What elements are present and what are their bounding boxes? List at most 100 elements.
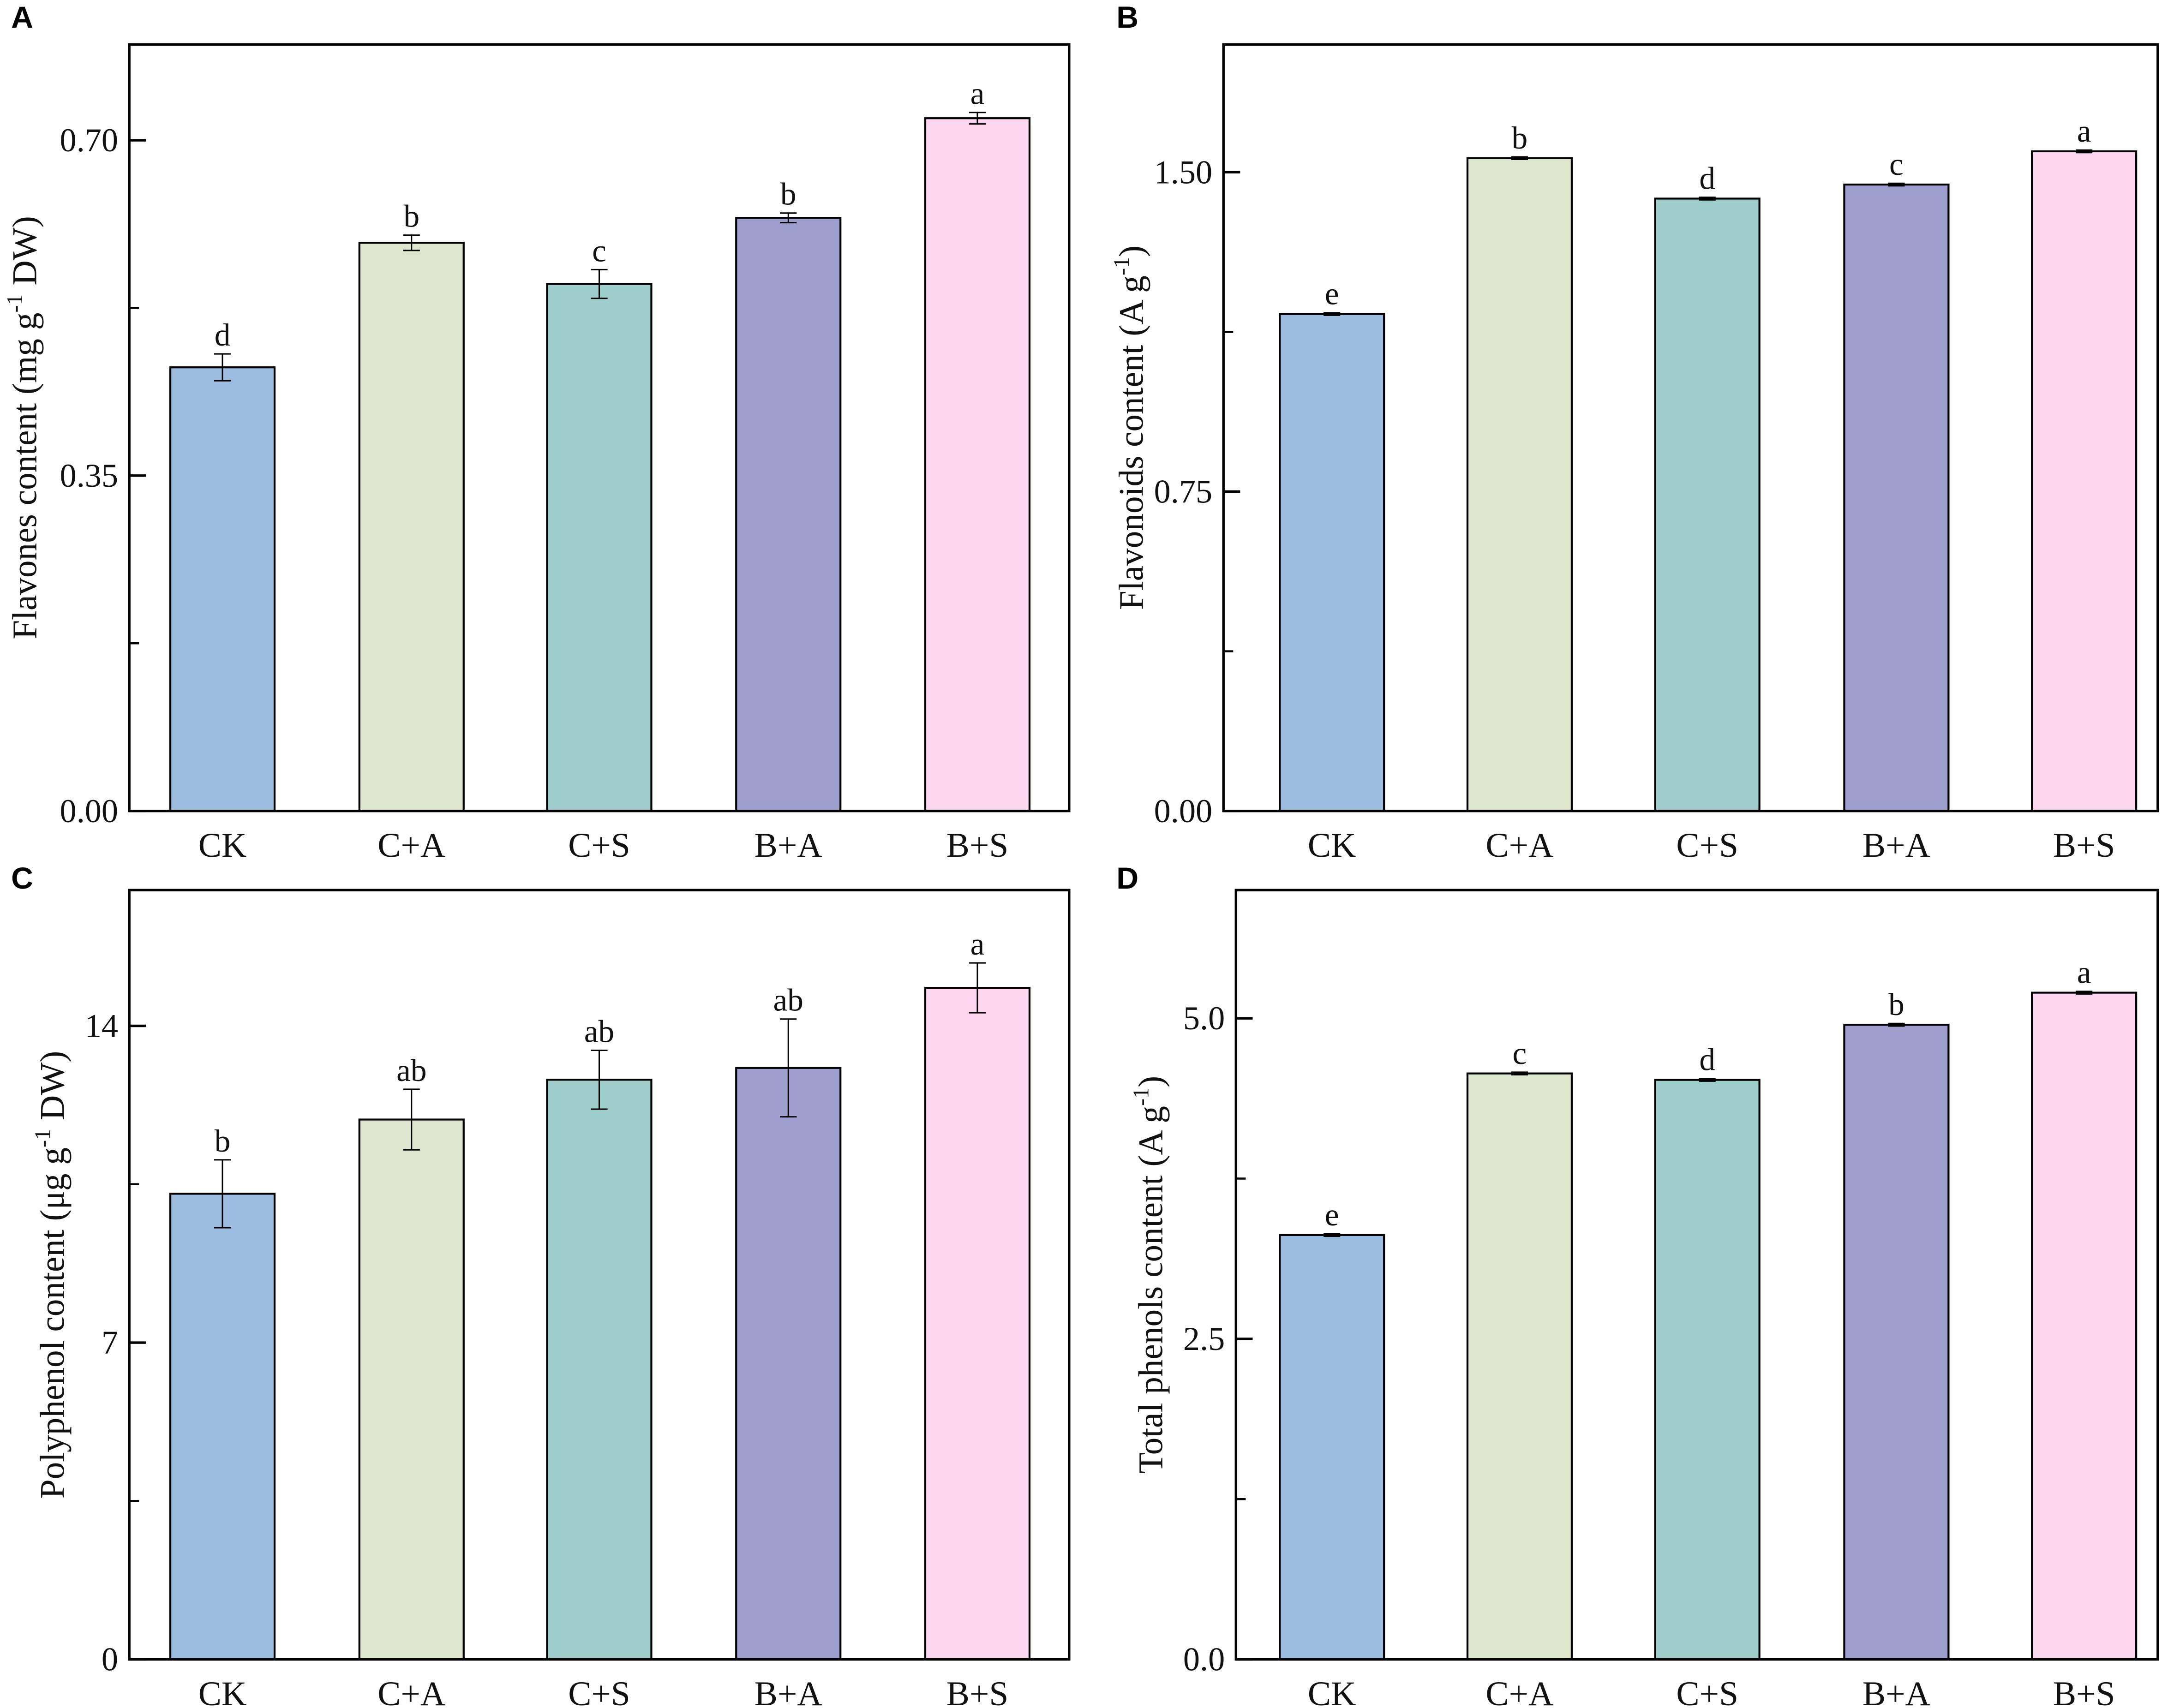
significance-label: d (215, 317, 231, 352)
y-axis-label: Flavonoids content (A g-1) (1109, 245, 1150, 610)
significance-label: c (592, 233, 606, 268)
chart-panel-b: Be CK b C+A d C+S c B+A a B+S 0.00 0.75 1.50 Flavonoi… (1109, 0, 2159, 865)
significance-label: a (970, 76, 985, 111)
x-tick-label: C+S (1676, 826, 1738, 865)
y-tick-label: 0 (102, 1641, 118, 1678)
significance-label: ab (396, 1052, 426, 1088)
plot-frame (128, 43, 1071, 812)
x-tick-label: CK (198, 1675, 247, 1708)
x-tick-label: CK (1308, 1675, 1356, 1708)
x-tick-label: B+A (1863, 826, 1930, 865)
bar-C+S (546, 283, 653, 812)
bar-C+A (1466, 1072, 1573, 1660)
panel-label: A (11, 0, 33, 35)
y-axis-label-superscript: -1 (3, 294, 27, 312)
significance-label: d (1699, 1042, 1715, 1077)
bar-C+S (1654, 1079, 1761, 1660)
y-tick-label: 7 (102, 1324, 118, 1361)
bar-CK (1279, 313, 1385, 812)
plot-frame (128, 889, 1071, 1661)
y-tick-label: 0.00 (1154, 793, 1213, 830)
y-tick-label: 0.00 (60, 793, 119, 830)
y-axis-label-superscript: -1 (30, 1129, 55, 1147)
x-tick-label: CK (198, 826, 247, 865)
y-tick-label: 2.5 (1183, 1320, 1225, 1357)
significance-label: c (1889, 146, 1904, 182)
bar-C+S (1654, 197, 1761, 812)
bar-CK (1279, 1234, 1385, 1660)
bar-CK (169, 1193, 276, 1660)
x-tick-label: B+A (755, 826, 822, 865)
significance-label: d (1699, 161, 1715, 196)
significance-label: b (780, 176, 797, 212)
panel-label: C (11, 861, 33, 896)
y-tick-label: 1.50 (1154, 154, 1213, 191)
significance-label: ab (773, 982, 803, 1018)
significance-label: c (1513, 1035, 1527, 1071)
bar-B+S (2031, 150, 2138, 812)
significance-label: e (1325, 276, 1339, 311)
significance-label: b (1888, 986, 1905, 1022)
x-tick-label: C+S (568, 1675, 630, 1708)
y-tick-label: 0.35 (60, 457, 119, 494)
bar-B+S (924, 987, 1031, 1660)
significance-label: a (970, 926, 985, 961)
chart-panel-a: Ad CK b C+A c C+S b B+A a B+S 0.00 0.35 0.70 Flavones… (3, 0, 1071, 865)
chart-panel-c: Cb CK ab C+A ab C+S ab B+A a B+S 0 7 14 Polyphenol co… (11, 861, 1071, 1708)
y-axis-label-text: Polyphenol content (μg g (34, 1147, 72, 1499)
y-axis-label: Flavones content (mg g-1 DW) (3, 216, 44, 639)
bar-B+A (1843, 1023, 1950, 1660)
significance-label: b (1512, 120, 1528, 155)
plot-frame (1234, 889, 2159, 1661)
x-tick-label: B+S (946, 1675, 1009, 1708)
x-tick-label: C+A (377, 826, 445, 865)
significance-label: e (1325, 1197, 1339, 1232)
bar-B+S (2031, 991, 2138, 1660)
x-tick-label: CK (1308, 826, 1356, 865)
bar-B+S (924, 117, 1031, 812)
x-tick-label: C+A (1485, 1675, 1553, 1708)
y-axis-label: Polyphenol content (μg g-1 DW) (30, 1051, 72, 1499)
y-axis-label-superscript: -1 (1109, 257, 1134, 275)
y-tick-label: 14 (85, 1008, 118, 1045)
bar-C+A (358, 1118, 465, 1660)
bar-B+A (735, 217, 842, 812)
panel-label: D (1116, 861, 1138, 896)
x-tick-label: B+S (946, 826, 1009, 865)
y-axis-label-tail: ) (1112, 245, 1150, 257)
x-tick-label: C+S (1676, 1675, 1738, 1708)
y-tick-label: 5.0 (1183, 1000, 1225, 1037)
x-tick-label: C+A (377, 1675, 445, 1708)
significance-label: a (2077, 113, 2091, 149)
significance-label: b (215, 1123, 231, 1159)
significance-label: ab (584, 1013, 614, 1049)
panel-label: B (1116, 0, 1138, 35)
y-axis-label-tail: DW) (34, 1051, 72, 1129)
x-tick-label: B+A (1863, 1675, 1930, 1708)
chart-panel-d: De CK c C+A d C+S b B+A a B+S 0.0 2.5 5.0 Total pheno… (1116, 861, 2159, 1708)
y-axis-label-superscript: -1 (1129, 1087, 1154, 1106)
y-axis-label-text: Total phenols content (A g (1132, 1106, 1170, 1474)
y-tick-label: 0.0 (1183, 1641, 1225, 1678)
significance-label: a (2077, 955, 2091, 990)
x-tick-label: B+A (755, 1675, 822, 1708)
bar-B+A (735, 1067, 842, 1660)
y-axis-label-tail: ) (1132, 1076, 1170, 1087)
y-axis-label-tail: DW) (6, 216, 44, 294)
significance-label: b (403, 198, 419, 234)
y-tick-label: 0.75 (1154, 473, 1213, 510)
x-tick-label: B+S (2053, 1675, 2115, 1708)
y-axis-label-text: Flavones content (mg g (6, 313, 44, 639)
y-tick-label: 0.70 (60, 122, 119, 159)
bar-CK (169, 366, 276, 812)
bar-C+A (358, 242, 465, 812)
x-tick-label: B+S (2053, 826, 2115, 865)
x-tick-label: C+S (568, 826, 630, 865)
bar-B+A (1843, 183, 1950, 812)
y-axis-label-text: Flavonoids content (A g (1112, 275, 1150, 610)
bar-C+S (546, 1079, 653, 1660)
y-axis-label: Total phenols content (A g-1) (1129, 1076, 1170, 1474)
x-tick-label: C+A (1485, 826, 1553, 865)
plot-frame (1222, 43, 2159, 812)
